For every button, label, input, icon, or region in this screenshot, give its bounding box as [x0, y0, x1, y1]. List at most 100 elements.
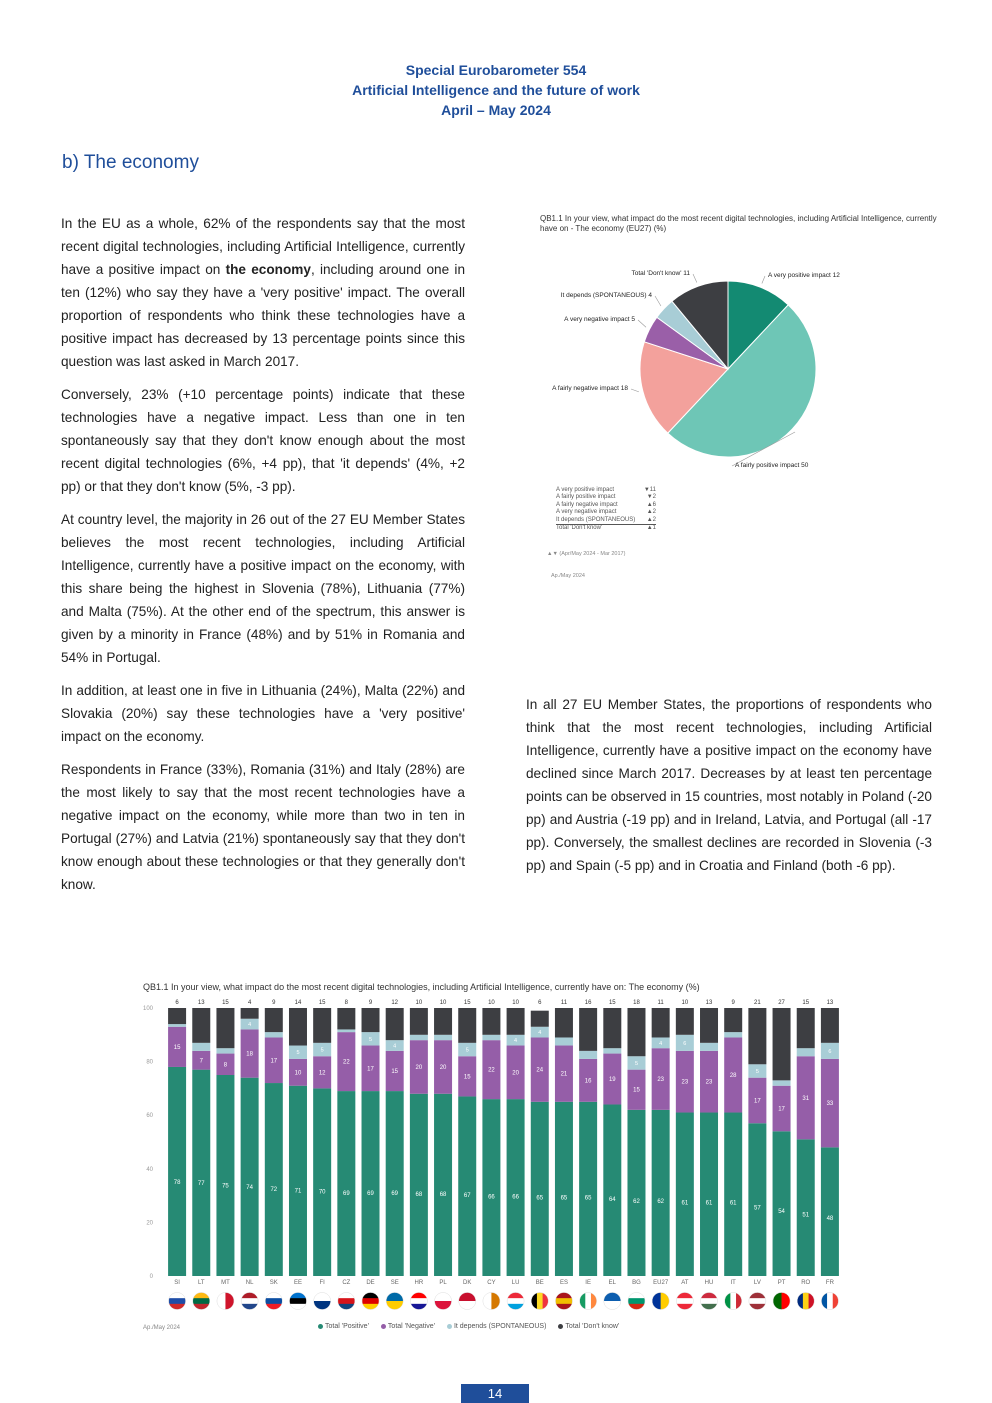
bar-segment [288, 1085, 307, 1276]
bar-segment [627, 1056, 646, 1070]
legend-item: Total 'Don't know' [558, 1323, 619, 1330]
report-title: Special Eurobarometer 554 [405, 62, 587, 78]
legend-item: Total 'Positive' [318, 1323, 369, 1330]
bar-value-label: 33 [827, 1101, 834, 1107]
bar-top-label: 13 [706, 1000, 713, 1006]
x-tick-label: EL [609, 1280, 617, 1286]
x-tick-label: CY [487, 1280, 495, 1286]
bar-value-label: 4 [538, 1030, 541, 1036]
pie-source: Ap./May 2024 [551, 573, 585, 579]
bar-segment [434, 1008, 453, 1035]
country-flag-icon [627, 1292, 646, 1310]
bar-segment [675, 1112, 694, 1276]
bar-value-label: 68 [416, 1192, 423, 1198]
country-flag-icon [772, 1292, 791, 1310]
pie-slice-label: Total 'Don't know' 11 [631, 270, 690, 277]
bar-value-label: 5 [756, 1069, 759, 1075]
pie-slice [667, 304, 817, 458]
bar-segment [361, 1091, 380, 1276]
bar-segment [724, 1008, 743, 1033]
legend-item: Total 'Negative' [380, 1323, 435, 1330]
bar-segment [313, 1008, 332, 1043]
legend-swatch [446, 1323, 452, 1329]
bold-text: the economy [225, 262, 311, 277]
x-tick-label: LU [512, 1280, 520, 1286]
bar-segment [240, 1008, 259, 1019]
bar-value-label: 6 [683, 1041, 686, 1047]
x-tick-label: ES [560, 1280, 568, 1286]
bar-top-label: 14 [295, 1000, 302, 1006]
bar-segment [264, 1008, 283, 1033]
bar-segment [820, 1058, 839, 1148]
bar-top-label: 10 [512, 1000, 519, 1006]
bar-segment [434, 1034, 453, 1041]
bar-value-label: 15 [464, 1074, 471, 1080]
bar-segment [603, 1104, 622, 1276]
bar-segment [288, 1008, 307, 1046]
legend-label: It depends (SPONTANEOUS) [453, 1323, 547, 1330]
pie-change-row: It depends (SPONTANEOUS) ▲2 [556, 517, 656, 524]
bar-segment [216, 1048, 235, 1054]
bar-top-label: 8 [345, 1000, 349, 1006]
bar-source: Ap./May 2024 [143, 1325, 181, 1331]
country-flag-icon [506, 1292, 525, 1310]
bar-segment [651, 1037, 670, 1049]
bar-value-label: 15 [391, 1069, 398, 1075]
bar-value-label: 4 [514, 1038, 517, 1044]
bar-segment [603, 1008, 622, 1049]
x-tick-label: SE [391, 1280, 399, 1286]
x-tick-label: BG [632, 1280, 641, 1286]
bar-value-label: 65 [585, 1196, 592, 1202]
bar-segment [530, 1010, 549, 1027]
bar-segment [168, 1026, 187, 1067]
x-tick-label: IT [731, 1280, 737, 1286]
bar-segment [216, 1053, 235, 1075]
bar-segment [264, 1083, 283, 1276]
bar-value-label: 15 [174, 1045, 181, 1051]
pie-change-value: ▼2 [646, 494, 656, 501]
pie-slice [671, 280, 729, 371]
paragraph: Conversely, 23% (+10 percentage points) … [61, 387, 465, 494]
country-flag-icon [168, 1292, 186, 1310]
bar-segment [337, 1008, 356, 1030]
bar-segment [288, 1045, 307, 1059]
bar-segment [772, 1008, 791, 1081]
pie-slice-label: A very positive impact 12 [768, 272, 840, 279]
bar-top-label: 16 [585, 1000, 592, 1006]
bar-value-label: 17 [754, 1098, 761, 1104]
bar-value-label: 16 [585, 1078, 592, 1084]
bar-segment [506, 1099, 525, 1276]
bar-segment [361, 1032, 380, 1046]
bar-value-label: 77 [198, 1181, 205, 1187]
bar-value-label: 67 [464, 1193, 471, 1199]
bar-segment [168, 1066, 187, 1276]
x-tick-label: RO [801, 1280, 810, 1286]
bar-segment [651, 1048, 670, 1110]
bar-value-label: 15 [633, 1088, 640, 1094]
country-flag-icon [216, 1292, 235, 1310]
bar-top-label: 10 [416, 1000, 423, 1006]
country-flag-icon [555, 1292, 573, 1310]
bar-segment [796, 1056, 815, 1140]
report-subtitle: Artificial Intelligence and the future o… [352, 82, 640, 98]
x-tick-label: FR [826, 1280, 835, 1286]
x-tick-label: HU [705, 1280, 714, 1286]
bar-segment [313, 1088, 332, 1276]
bar-segment [458, 1008, 477, 1043]
bar-segment [530, 1101, 549, 1276]
bar-segment [458, 1096, 477, 1276]
text-run: In the EU as a whole, 62% of the respond… [61, 216, 465, 277]
bar-value-label: 17 [270, 1058, 277, 1064]
bar-segment [772, 1131, 791, 1276]
bar-segment [796, 1008, 815, 1049]
bar-segment [627, 1008, 646, 1057]
bar-segment [313, 1042, 332, 1057]
pie-change-value: ▼11 [643, 487, 656, 493]
left-text-column: In the EU as a whole, 62% of the respond… [61, 212, 465, 906]
x-tick-label: PL [439, 1280, 447, 1286]
paragraph: Respondents in France (33%), Romania (31… [61, 762, 465, 892]
bar-segment [361, 1008, 380, 1033]
pie-leader-line [630, 388, 639, 393]
bar-segment [554, 1037, 573, 1046]
bar-segment [216, 1008, 235, 1049]
